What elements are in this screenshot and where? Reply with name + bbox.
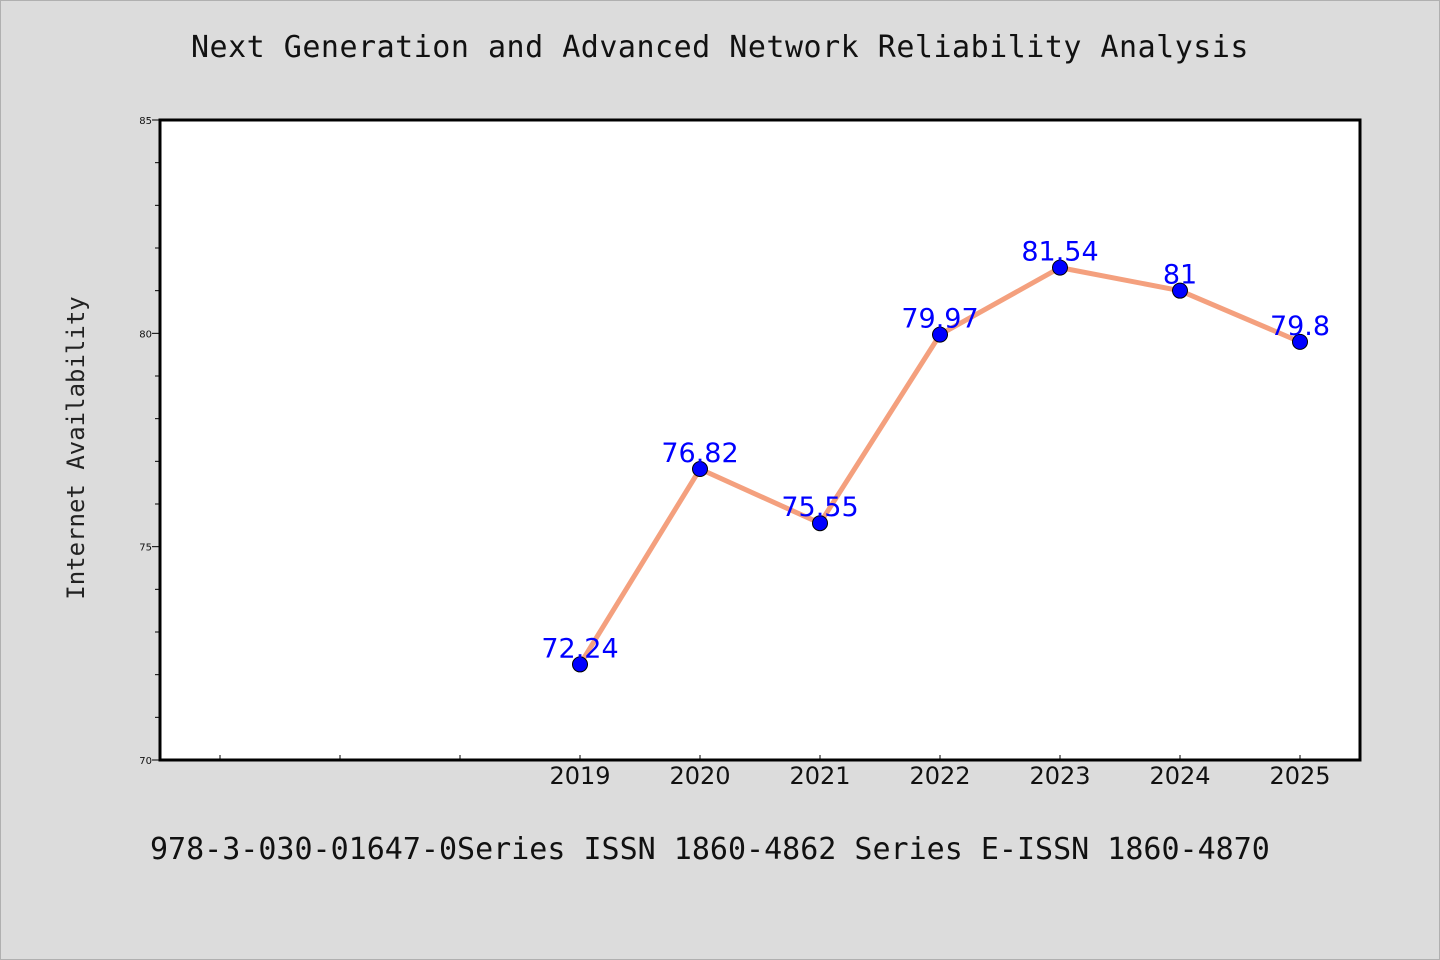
plot-area bbox=[158, 118, 1362, 762]
data-label: 81.54 bbox=[1021, 237, 1098, 268]
data-label: 76.82 bbox=[661, 438, 738, 469]
chart-title: Next Generation and Advanced Network Rel… bbox=[190, 30, 1249, 65]
y-axis-label: Internet Availability bbox=[62, 296, 90, 599]
data-point bbox=[932, 326, 948, 343]
data-label: 81 bbox=[1163, 260, 1197, 291]
series-group bbox=[572, 259, 1308, 673]
footer-text: 978-3-030-01647-0Series ISSN 1860-4862 S… bbox=[150, 832, 1270, 867]
data-point bbox=[572, 656, 588, 673]
data-point bbox=[692, 461, 708, 478]
x-tick-label: 2022 bbox=[909, 762, 970, 790]
data-label: 79.97 bbox=[901, 304, 978, 335]
y-tick-label: 75 bbox=[139, 543, 152, 554]
x-tick-label: 2023 bbox=[1029, 762, 1090, 790]
data-point bbox=[812, 515, 828, 532]
data-point bbox=[1052, 259, 1068, 276]
y-axis: 70 75 80 85 bbox=[139, 116, 160, 767]
x-tick-label: 2020 bbox=[669, 762, 730, 790]
x-tick-label: 2019 bbox=[549, 762, 610, 790]
data-labels: 72.24 76.82 75.55 79.97 81.54 81 79.8 bbox=[541, 237, 1330, 665]
y-tick-label: 85 bbox=[139, 116, 152, 127]
x-axis: 2019 2020 2021 2022 2023 2024 2025 bbox=[219, 755, 1331, 790]
data-label: 75.55 bbox=[781, 492, 858, 523]
x-tick-label: 2021 bbox=[789, 762, 850, 790]
data-label: 79.8 bbox=[1270, 311, 1330, 342]
y-tick-label: 70 bbox=[139, 756, 152, 767]
x-tick-label: 2025 bbox=[1269, 762, 1330, 790]
data-point bbox=[1172, 282, 1188, 299]
data-label: 72.24 bbox=[541, 633, 618, 664]
data-point bbox=[1292, 333, 1308, 350]
x-tick-label: 2024 bbox=[1149, 762, 1210, 790]
y-tick-label: 80 bbox=[139, 329, 152, 340]
